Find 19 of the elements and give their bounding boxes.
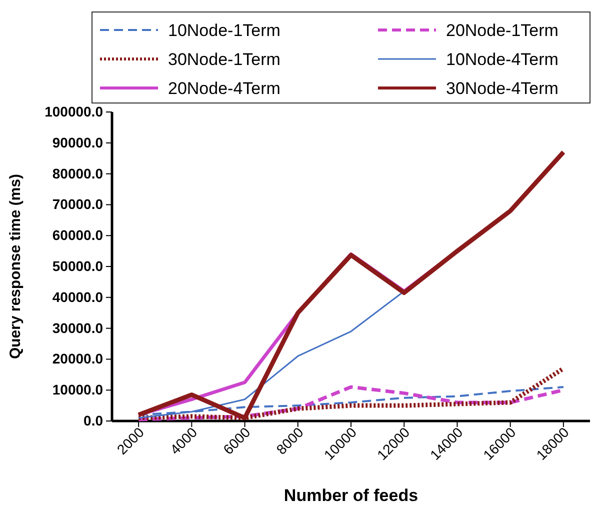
y-tick-label: 0.0 [84, 412, 104, 428]
legend-label: 30Node-1Term [168, 50, 280, 69]
y-tick-label: 20000.0 [52, 350, 104, 367]
x-axis-title: Number of feeds [284, 486, 418, 505]
legend-label: 30Node-4Term [446, 79, 558, 98]
legend-label: 20Node-4Term [168, 79, 280, 98]
y-tick-label: 60000.0 [52, 227, 104, 244]
y-tick-label: 50000.0 [52, 258, 104, 274]
legend-label: 10Node-4Term [446, 50, 558, 69]
y-tick-label: 70000.0 [52, 196, 104, 212]
y-tick-label: 100000.0 [44, 103, 104, 120]
legend-label: 10Node-1Term [168, 21, 280, 40]
y-tick-label: 80000.0 [52, 165, 104, 182]
y-tick-label: 30000.0 [52, 320, 104, 336]
y-tick-label: 10000.0 [52, 382, 104, 398]
y-axis-title: Query response time (ms) [7, 174, 24, 360]
y-tick-label: 90000.0 [52, 134, 104, 150]
y-tick-label: 40000.0 [52, 288, 104, 305]
legend-label: 20Node-1Term [446, 21, 558, 40]
